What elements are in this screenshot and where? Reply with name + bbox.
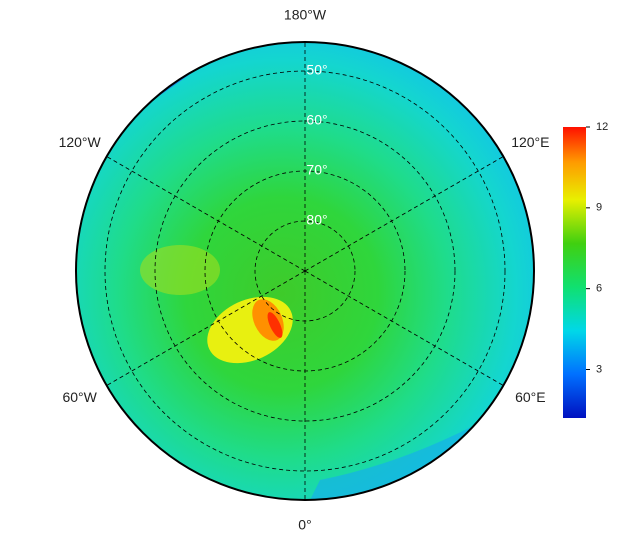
meridian-label: 60°E [515,389,546,405]
meridian-label: 120°E [511,134,549,150]
parallel-line [104,70,506,472]
parallel-label: 80° [306,212,327,228]
parallel-label: 70° [306,162,327,178]
colorbar-tick-label: 12 [596,121,608,133]
meridian-line [304,156,504,272]
meridian-label: 120°W [59,134,102,150]
parallel-label: 50° [306,62,327,78]
meridian-line [106,156,306,272]
labels: 50° 60° 70° 80° 180°W 120°E 60°E 0° 60°W 120°W [59,7,550,533]
colorbar-tick-label: 9 [596,202,602,214]
colorbar-tick-label: 3 [596,363,602,375]
meridian-label: 0° [298,517,311,533]
colorbar-ticks: 3 6 9 12 [586,121,608,375]
graticule [104,42,506,500]
parallel-label: 60° [306,112,327,128]
meridian-line [304,270,504,386]
meridian-label: 180°W [284,7,327,23]
meridian-line [106,270,306,386]
parallel-line [154,120,456,422]
colorbar [563,127,586,418]
colorbar-tick-label: 6 [596,283,602,295]
data-field [76,42,534,500]
map-border [75,41,535,501]
meridian-label: 60°W [62,389,97,405]
